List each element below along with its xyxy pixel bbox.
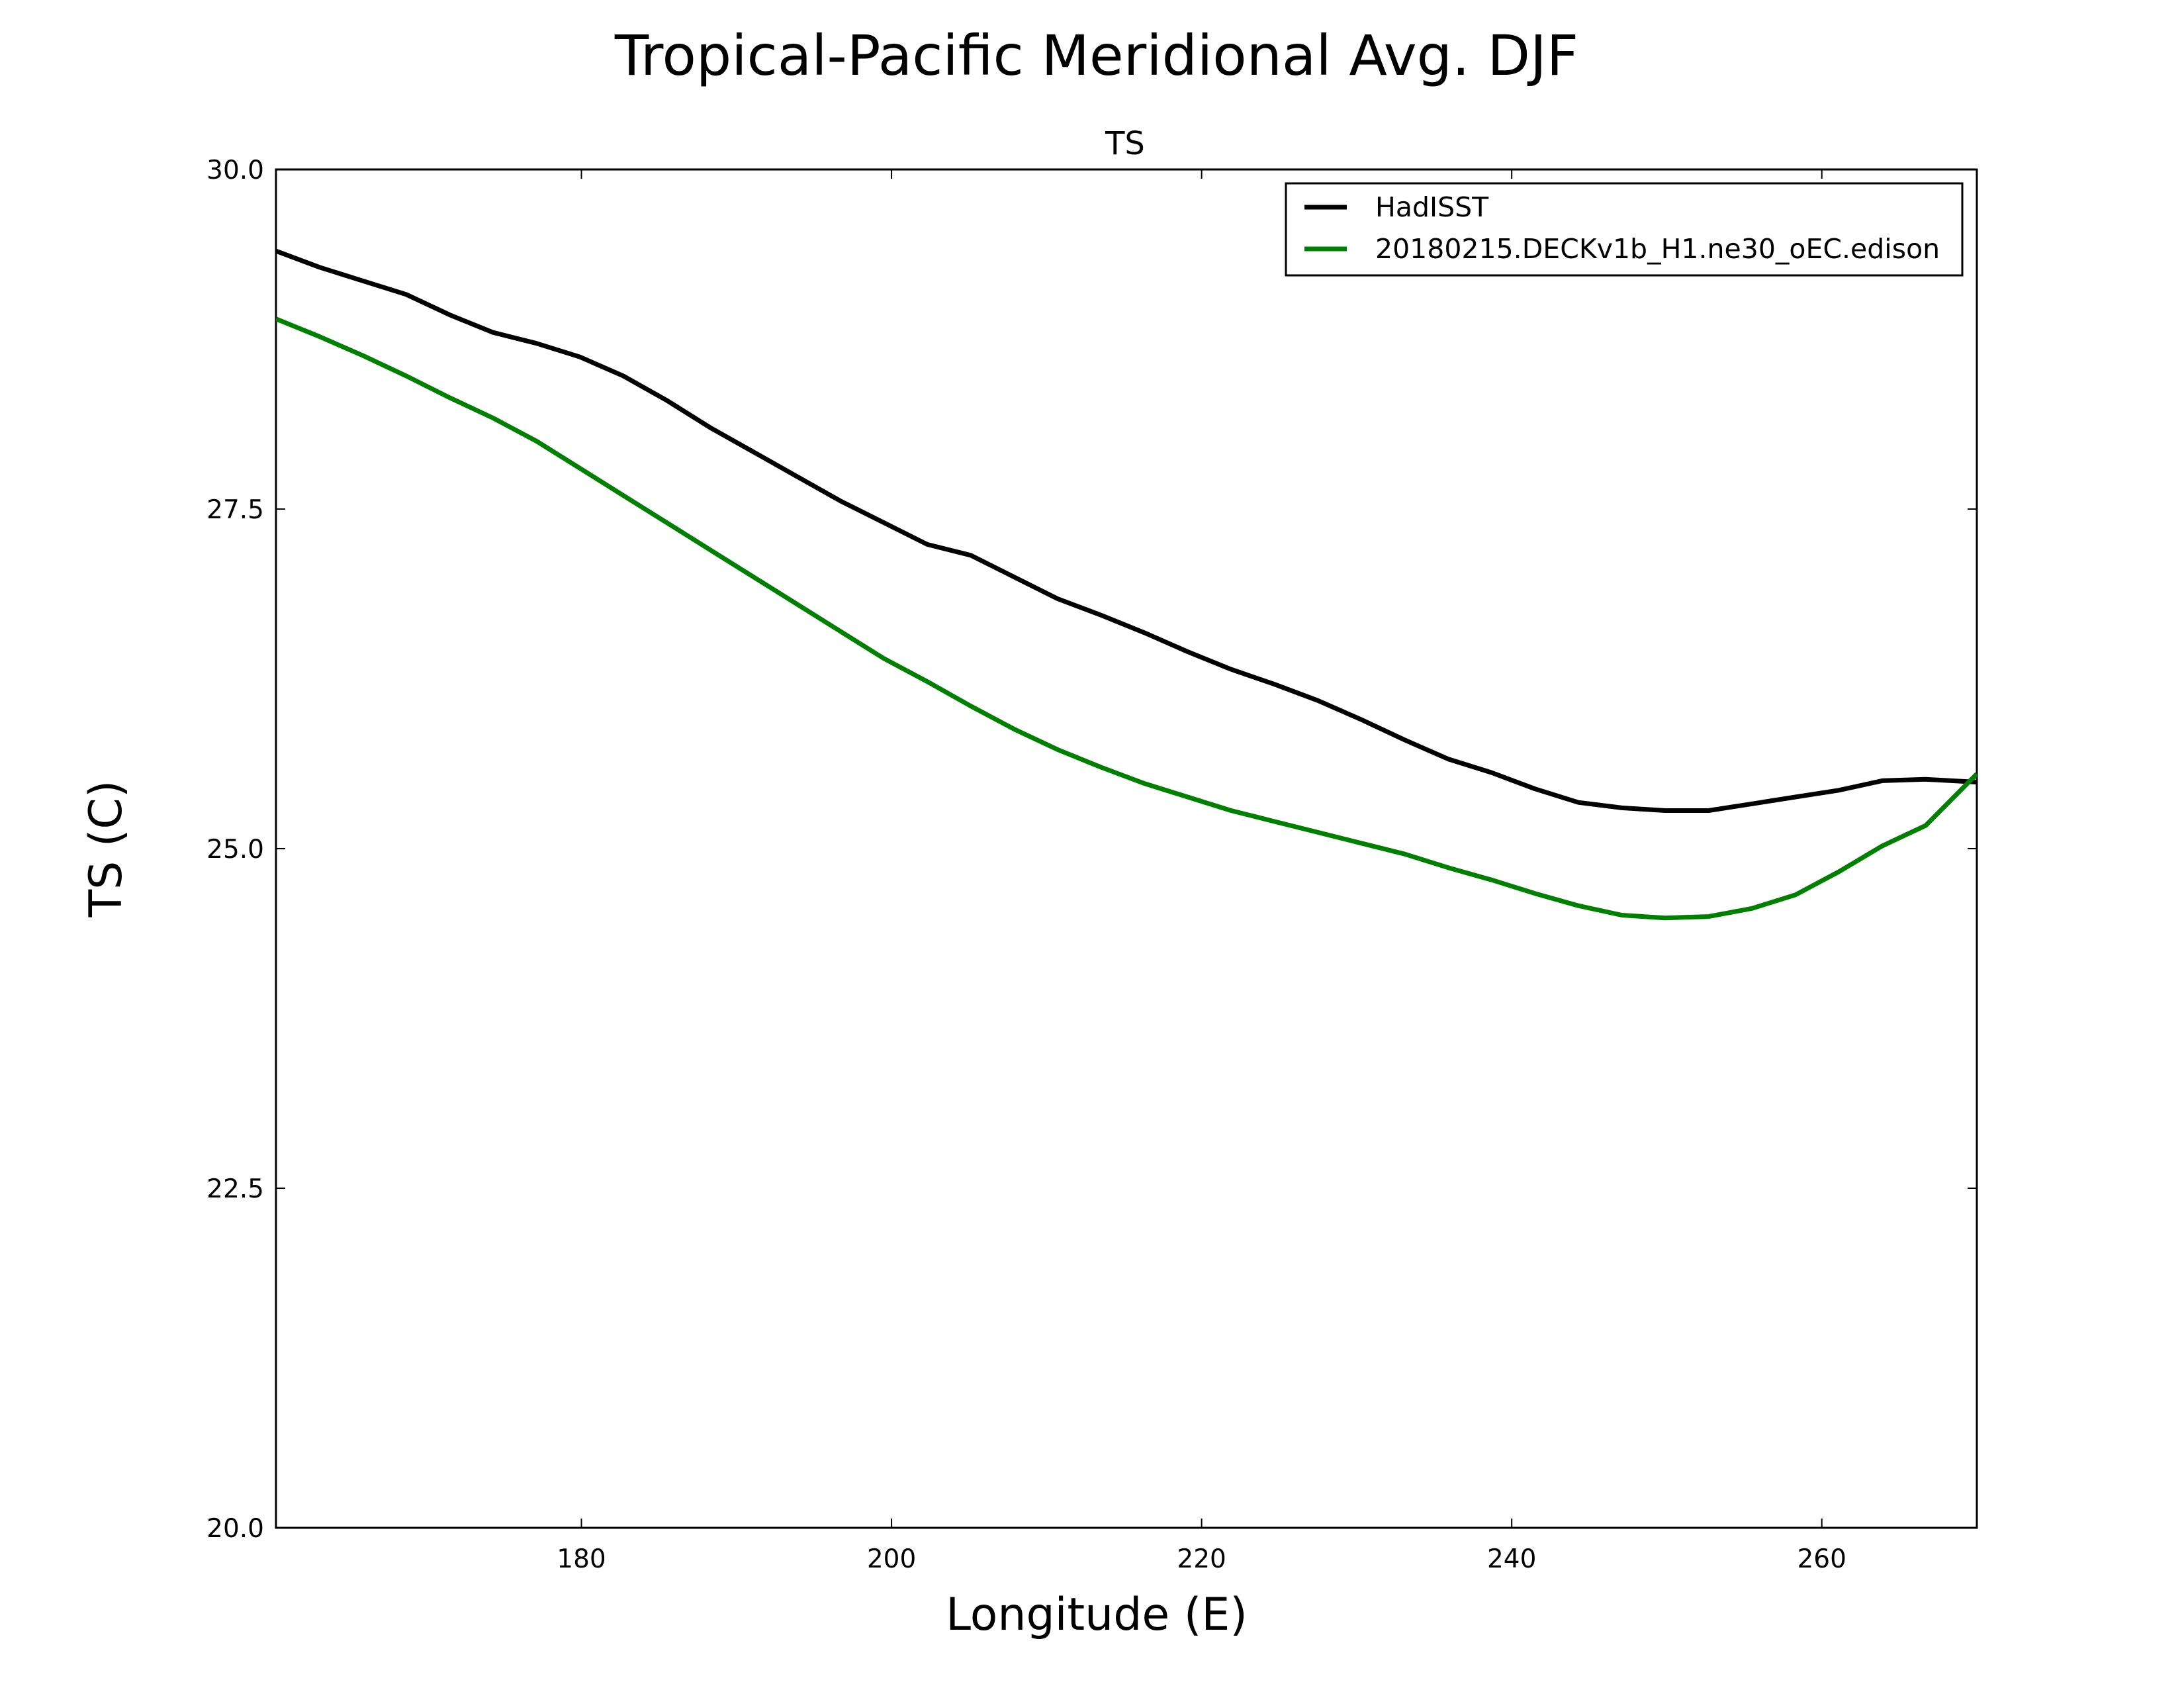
x-tick-label: 220	[1177, 1544, 1226, 1574]
series-line-model	[276, 316, 1977, 921]
chart-suptitle: Tropical-Pacific Meridional Avg. DJF	[614, 23, 1578, 88]
x-axis: 180 200 220 240 260	[557, 169, 1846, 1574]
series-layer	[276, 248, 1977, 921]
legend-label: HadISST	[1375, 191, 1489, 223]
x-tick-label: 200	[867, 1544, 916, 1574]
y-tick-label: 27.5	[206, 495, 264, 525]
y-axis-label: TS (C)	[80, 780, 132, 918]
y-tick-label: 25.0	[206, 835, 264, 865]
x-axis-label: Longitude (E)	[946, 1589, 1248, 1641]
plot-area-frame	[275, 168, 1978, 1529]
y-tick-label: 22.5	[206, 1174, 264, 1204]
y-axis: 20.0 22.5 25.0 27.5 30.0	[206, 156, 1977, 1544]
y-tick-label: 20.0	[206, 1514, 264, 1544]
x-tick-label: 180	[557, 1544, 606, 1574]
x-tick-label: 240	[1487, 1544, 1536, 1574]
legend-box	[1285, 182, 1964, 277]
axes-title: TS	[1105, 125, 1145, 162]
series-line-hadisst	[276, 248, 1977, 813]
legend-label: 20180215.DECKv1b_H1.ne30_oEC.edison	[1375, 233, 1940, 265]
x-tick-label: 260	[1797, 1544, 1846, 1574]
legend: HadISST 20180215.DECKv1b_H1.ne30_oEC.edis…	[1285, 182, 1964, 277]
y-tick-label: 30.0	[206, 156, 264, 185]
